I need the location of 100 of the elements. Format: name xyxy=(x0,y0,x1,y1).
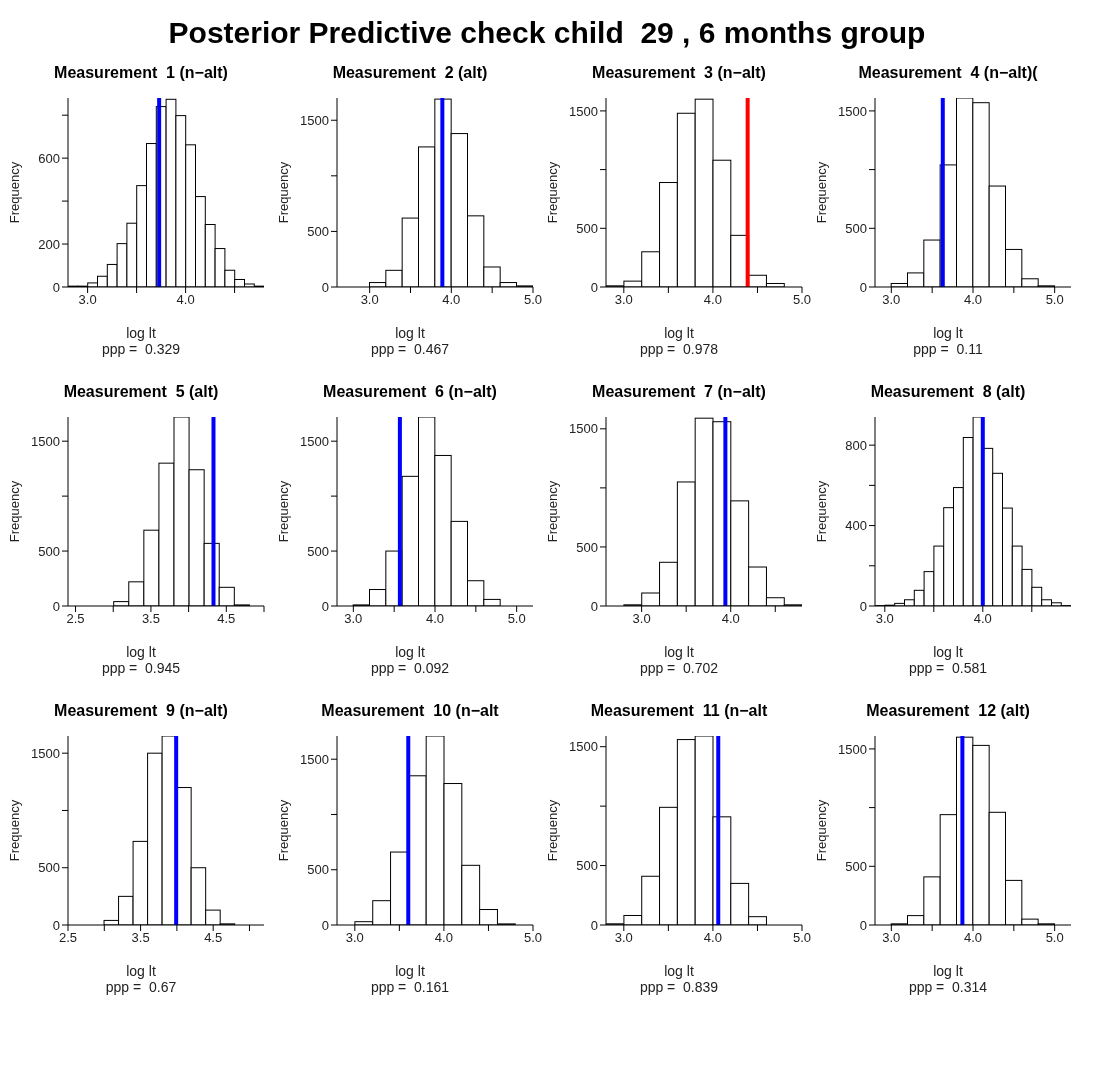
text: Posterior Predictive check child 29 , 6 months group xyxy=(167,15,927,51)
y-tick-label: 500 xyxy=(845,858,867,874)
chart-title: Measurement 2 (alt) xyxy=(331,64,489,83)
y-tick-label: 500 xyxy=(576,858,598,874)
y-axis-title: Frequency xyxy=(813,161,829,224)
x-tick-label: 3.0 xyxy=(614,292,633,308)
chart-title: Measurement 5 (alt) xyxy=(62,383,220,402)
text: ppp = 0.945 xyxy=(100,660,182,676)
x-tick-label: 3.5 xyxy=(131,930,150,946)
y-tick-label: 500 xyxy=(38,543,60,559)
chart-title: Measurement 9 (n−alt) xyxy=(53,702,229,721)
text: ppp = 0.329 xyxy=(100,341,182,357)
x-axis-title: log lt xyxy=(932,644,964,660)
chart-title: Measurement 1 (n−alt) xyxy=(53,64,229,83)
text: ppp = 0.314 xyxy=(907,979,989,995)
x-tick-label: 2.5 xyxy=(66,611,85,627)
x-tick-label: 4.5 xyxy=(217,611,236,627)
y-tick-label: 1500 xyxy=(31,745,60,761)
y-tick-label: 500 xyxy=(576,539,598,555)
y-tick-label: 0 xyxy=(321,917,329,933)
y-axis-title: Frequency xyxy=(813,480,829,543)
x-tick-label: 3.0 xyxy=(632,611,651,627)
text: ppp = 0.839 xyxy=(638,979,720,995)
x-tick-label: 4.0 xyxy=(703,930,722,946)
text: ppp = 0.161 xyxy=(369,979,451,995)
chart-title: Measurement 6 (n−alt) xyxy=(322,383,498,402)
y-tick-label: 0 xyxy=(590,917,598,933)
x-tick-label: 4.0 xyxy=(176,292,195,308)
text: ppp = 0.092 xyxy=(369,660,451,676)
y-axis-title: Frequency xyxy=(544,161,560,224)
text: ppp = 0.702 xyxy=(638,660,720,676)
x-tick-label: 4.0 xyxy=(963,292,983,308)
y-tick-label: 200 xyxy=(38,236,60,252)
x-tick-label: 3.0 xyxy=(614,930,633,946)
y-tick-label: 800 xyxy=(845,437,867,453)
x-tick-label: 5.0 xyxy=(792,292,812,308)
y-tick-label: 500 xyxy=(307,862,329,878)
text: ppp = 0.978 xyxy=(638,341,720,357)
x-axis-title: log lt xyxy=(125,325,157,341)
y-axis-title: Frequency xyxy=(275,799,291,862)
x-axis-title: log lt xyxy=(394,644,426,660)
y-tick-label: 0 xyxy=(590,279,598,295)
x-axis-title: log lt xyxy=(932,963,964,979)
y-tick-label: 500 xyxy=(307,224,329,240)
text: ppp = 0.467 xyxy=(369,341,451,357)
x-tick-label: 3.0 xyxy=(344,611,363,627)
y-axis-title: Frequency xyxy=(544,480,560,543)
y-tick-label: 1500 xyxy=(31,433,60,449)
x-tick-label: 5.0 xyxy=(523,292,543,308)
x-tick-label: 4.0 xyxy=(425,611,445,627)
y-tick-label: 500 xyxy=(38,860,60,876)
x-tick-label: 3.0 xyxy=(875,611,894,627)
y-tick-label: 0 xyxy=(590,598,598,614)
text: ppp = 0.11 xyxy=(912,341,984,357)
x-tick-label: 4.0 xyxy=(703,292,722,308)
x-tick-label: 3.0 xyxy=(882,292,901,308)
y-tick-label: 0 xyxy=(859,598,867,614)
chart-title: Measurement 8 (alt) xyxy=(869,383,1027,402)
x-axis-title: log lt xyxy=(663,644,695,660)
x-tick-label: 5.0 xyxy=(1045,292,1064,308)
y-tick-label: 600 xyxy=(38,150,60,166)
x-axis-title: log lt xyxy=(125,644,157,660)
x-tick-label: 3.5 xyxy=(141,611,160,627)
x-tick-label: 2.5 xyxy=(58,930,78,946)
x-axis-title: log lt xyxy=(125,963,157,979)
x-axis-title: log lt xyxy=(663,325,695,341)
x-axis-title: log lt xyxy=(394,325,426,341)
y-tick-label: 1500 xyxy=(300,112,329,128)
y-axis-title: Frequency xyxy=(813,799,829,862)
y-tick-label: 1500 xyxy=(569,103,598,119)
chart-title: Measurement 3 (n−alt) xyxy=(591,64,767,83)
y-axis-title: Frequency xyxy=(275,480,291,543)
y-tick-label: 1500 xyxy=(569,421,598,437)
x-tick-label: 5.0 xyxy=(1045,930,1064,946)
y-tick-label: 1500 xyxy=(300,751,329,767)
y-axis-title: Frequency xyxy=(544,799,560,862)
x-tick-label: 4.5 xyxy=(204,930,223,946)
x-axis-title: log lt xyxy=(663,963,695,979)
y-tick-label: 0 xyxy=(321,598,329,614)
y-tick-label: 500 xyxy=(845,220,867,236)
y-axis-title: Frequency xyxy=(6,480,22,543)
y-tick-label: 1500 xyxy=(838,741,867,757)
y-tick-label: 0 xyxy=(859,279,867,295)
y-axis-title: Frequency xyxy=(275,161,291,224)
y-tick-label: 500 xyxy=(576,220,598,236)
x-tick-label: 5.0 xyxy=(523,930,543,946)
y-tick-label: 0 xyxy=(52,279,60,295)
x-tick-label: 5.0 xyxy=(507,611,526,627)
y-tick-label: 1500 xyxy=(569,739,598,755)
y-tick-label: 0 xyxy=(859,917,867,933)
chart-title: Measurement 11 (n−alt xyxy=(589,702,769,721)
x-tick-label: 4.0 xyxy=(721,611,740,627)
chart-title: Measurement 4 (n−alt)( xyxy=(857,64,1039,83)
x-tick-label: 5.0 xyxy=(792,930,812,946)
y-tick-label: 0 xyxy=(52,598,60,614)
chart-title: Measurement 10 (n−alt xyxy=(320,702,500,721)
y-axis-title: Frequency xyxy=(6,799,22,862)
y-axis-title: Frequency xyxy=(6,161,22,224)
chart-title: Measurement 7 (n−alt) xyxy=(591,383,767,402)
x-tick-label: 4.0 xyxy=(973,611,992,627)
